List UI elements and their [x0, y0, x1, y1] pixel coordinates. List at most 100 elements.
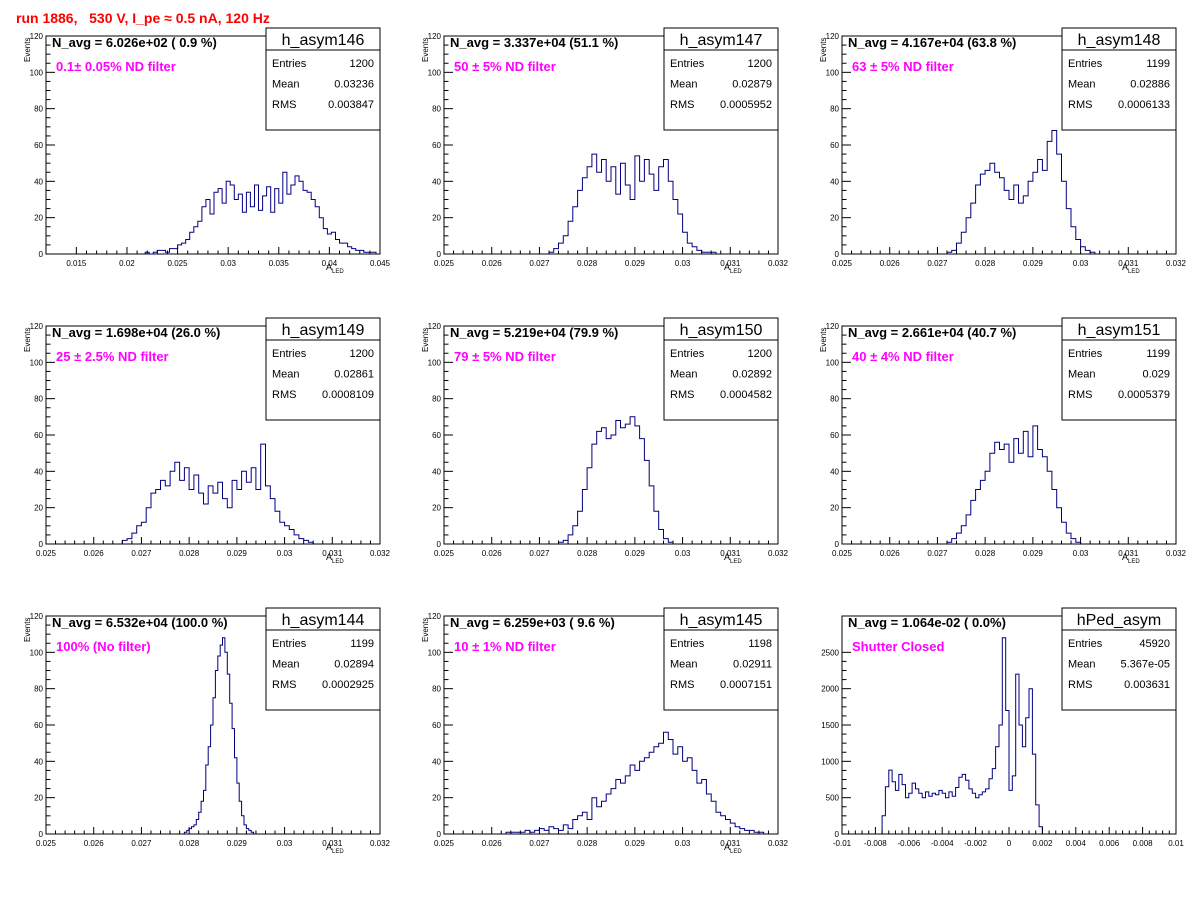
x-tick-label: 0.029	[227, 839, 248, 848]
y-axis-label: Events	[421, 38, 430, 62]
stats-rms-value: 0.0005952	[720, 99, 772, 111]
x-tick-label: 0.025	[434, 839, 455, 848]
x-tick-label: 0.03	[1073, 549, 1089, 558]
y-axis-label: Events	[819, 328, 828, 352]
y-tick-label: 100	[428, 648, 442, 657]
y-tick-label: 120	[30, 322, 44, 331]
stats-rms-value: 0.0008109	[322, 389, 374, 401]
x-tick-label: 0.026	[880, 549, 901, 558]
y-tick-label: 120	[428, 32, 442, 41]
stats-entries-value: 1199	[1146, 58, 1170, 70]
stats-mean-label: Mean	[272, 659, 300, 671]
stats-rms-label: RMS	[1068, 389, 1092, 401]
stats-box	[265, 607, 381, 711]
y-tick-label: 40	[34, 757, 43, 766]
stats-mean-label: Mean	[272, 369, 300, 381]
navg-label: N_avg = 6.532e+04 (100.0 %)	[52, 615, 228, 630]
stats-mean-label: Mean	[272, 79, 300, 91]
y-axis-label: Events	[819, 38, 828, 62]
histogram-panel-h_asym145: 0.025 0.026 0.027 0.028 0.029 0.03 0.031 0.032 0…	[398, 607, 796, 898]
x-tick-label: 0.026	[84, 549, 105, 558]
y-tick-label: 40	[432, 177, 441, 186]
y-tick-label: 120	[30, 612, 44, 621]
y-tick-label: 60	[432, 431, 441, 440]
x-axis-label-sub: LED	[730, 269, 742, 275]
x-tick-label: 0.006	[1099, 839, 1120, 848]
stats-entries-label: Entries	[1068, 348, 1103, 360]
stats-mean-label: Mean	[1068, 79, 1096, 91]
y-tick-label: 0	[39, 540, 44, 549]
x-tick-label: 0.045	[370, 259, 391, 268]
navg-label: N_avg = 3.337e+04 (51.1 %)	[450, 35, 618, 50]
x-tick-label: 0.027	[529, 549, 550, 558]
filter-label: 0.1± 0.05% ND filter	[56, 59, 176, 74]
stats-mean-value: 0.02894	[334, 659, 374, 671]
x-tick-label: 0.031	[322, 839, 343, 848]
stats-box	[663, 27, 779, 131]
stats-rms-label: RMS	[272, 99, 296, 111]
y-tick-label: 60	[830, 141, 839, 150]
histogram-name: h_asym150	[680, 322, 763, 339]
y-tick-label: 80	[432, 395, 441, 404]
stats-box	[663, 607, 779, 711]
y-tick-label: 20	[432, 214, 441, 223]
x-tick-label: 0.029	[227, 549, 248, 558]
y-tick-label: 100	[30, 68, 44, 77]
stats-entries-value: 1200	[748, 58, 772, 70]
navg-label: N_avg = 4.167e+04 (63.8 %)	[848, 35, 1016, 50]
x-tick-label: 0.027	[927, 259, 948, 268]
x-tick-label: 0.028	[179, 549, 200, 558]
stats-entries-label: Entries	[670, 58, 705, 70]
x-tick-label: 0.032	[1166, 259, 1187, 268]
x-tick-label: 0.025	[832, 259, 853, 268]
x-tick-label: 0.025	[434, 259, 455, 268]
filter-label: 100% (No filter)	[56, 639, 151, 654]
x-axis-label: A	[1122, 552, 1128, 562]
y-tick-label: 40	[830, 467, 839, 476]
y-tick-label: 0	[437, 830, 442, 839]
x-axis-label-sub: LED	[1128, 559, 1140, 565]
x-tick-label: 0.03	[1073, 259, 1089, 268]
x-tick-label: -0.004	[931, 839, 954, 848]
histogram-panel-h_asym147: 0.025 0.026 0.027 0.028 0.029 0.03 0.031 0.032 0…	[398, 27, 796, 318]
histogram-name: h_asym145	[680, 612, 763, 629]
histogram-line	[946, 425, 1082, 544]
stats-box	[1061, 317, 1177, 421]
stats-rms-label: RMS	[272, 389, 296, 401]
histogram-svg: 0.025 0.026 0.027 0.028 0.029 0.03 0.031 0.032 0…	[421, 607, 789, 855]
x-tick-label: 0.032	[768, 259, 789, 268]
x-axis-label-sub: LED	[730, 559, 742, 565]
histogram-svg: 0.025 0.026 0.027 0.028 0.029 0.03 0.031 0.032 0…	[23, 607, 391, 855]
stats-entries-value: 1199	[1146, 348, 1170, 360]
y-tick-label: 0	[437, 540, 442, 549]
stats-rms-value: 0.0004582	[720, 389, 772, 401]
stats-mean-value: 0.02879	[732, 79, 772, 91]
y-tick-label: 0	[835, 540, 840, 549]
y-axis-label: Events	[23, 328, 32, 352]
x-tick-label: 0.03	[675, 549, 691, 558]
filter-label: 50 ± 5% ND filter	[454, 59, 556, 74]
stats-entries-value: 1200	[350, 58, 374, 70]
x-tick-label: 0.025	[168, 259, 189, 268]
x-axis-label: A	[326, 552, 332, 562]
x-tick-label: 0.025	[36, 839, 57, 848]
stats-mean-value: 0.02911	[733, 659, 772, 671]
histogram-panel-h_asym150: 0.025 0.026 0.027 0.028 0.029 0.03 0.031 0.032 0…	[398, 317, 796, 608]
histogram-name: h_asym144	[282, 612, 365, 629]
navg-label: N_avg = 1.064e-02 ( 0.0%)	[848, 615, 1006, 630]
navg-label: N_avg = 1.698e+04 (26.0 %)	[52, 325, 220, 340]
y-tick-label: 40	[34, 467, 43, 476]
histogram-name: h_asym149	[282, 322, 365, 339]
stats-mean-value: 0.02892	[732, 369, 772, 381]
histogram-svg: 0.025 0.026 0.027 0.028 0.029 0.03 0.031 0.032 0…	[819, 317, 1187, 565]
x-tick-label: 0.027	[529, 259, 550, 268]
x-tick-label: 0.02	[119, 259, 135, 268]
y-tick-label: 20	[432, 794, 441, 803]
histogram-line	[183, 637, 255, 834]
histogram-panel-h_asym148: 0.025 0.026 0.027 0.028 0.029 0.03 0.031 0.032 0…	[796, 27, 1194, 318]
navg-label: N_avg = 5.219e+04 (79.9 %)	[450, 325, 618, 340]
filter-label: 10 ± 1% ND filter	[454, 639, 556, 654]
x-tick-label: 0.027	[131, 839, 152, 848]
histogram-svg: 0.025 0.026 0.027 0.028 0.029 0.03 0.031 0.032 0…	[421, 317, 789, 565]
y-tick-label: 2500	[821, 648, 839, 657]
